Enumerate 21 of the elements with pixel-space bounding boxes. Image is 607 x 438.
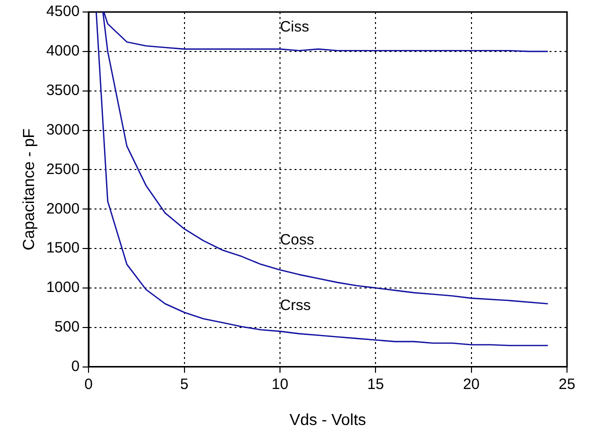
x-tick-label: 25 [558,376,576,393]
y-tick-label: 1000 [46,279,80,296]
y-tick-label: 4500 [46,3,80,20]
series-label: Coss [280,231,314,248]
y-axis-title: Capacitance - pF [21,128,38,250]
y-tick-label: 1500 [46,240,80,257]
y-tick-label: 2500 [46,160,80,178]
x-tick-label: 15 [367,376,384,393]
y-tick-label: 3500 [46,82,80,99]
y-tick-label: 2000 [46,200,80,218]
x-tick-label: 5 [180,376,188,393]
y-tick-label: 3000 [46,121,80,138]
y-tick-label: 0 [71,358,80,375]
x-tick-label: 10 [272,376,288,393]
series-label: Ciss [280,18,310,36]
y-tick-label: 4000 [46,42,80,60]
x-tick-label: 0 [84,376,93,393]
x-axis-title: Vds - Volts [290,412,366,429]
x-tick-label: 20 [462,376,480,393]
y-tick-label: 500 [54,318,80,336]
series-label: Crss [280,296,311,314]
